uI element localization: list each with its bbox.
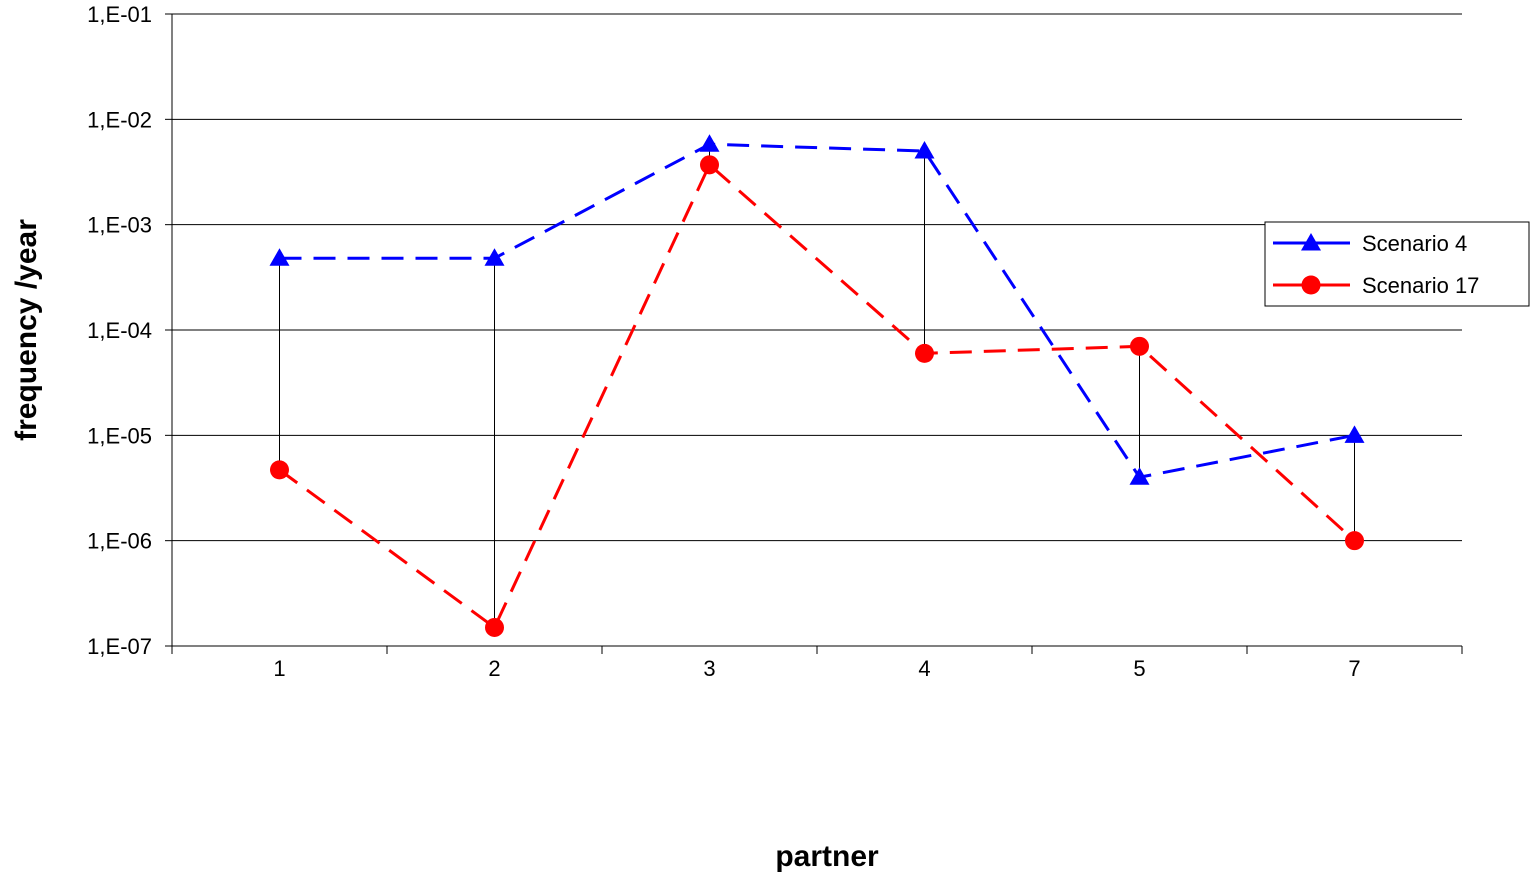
x-axis-title: partner <box>775 840 879 873</box>
legend-items: Scenario 4 Scenario 17 <box>1273 231 1479 298</box>
data-point <box>269 248 290 266</box>
data-point <box>484 248 505 266</box>
data-point <box>699 134 720 152</box>
x-tick-label: 1 <box>273 656 285 681</box>
legend-marker <box>1301 275 1321 295</box>
series-2 <box>270 155 1364 637</box>
series-line <box>278 162 1356 630</box>
y-tick-label: 1,E-04 <box>87 318 152 343</box>
y-tick-label: 1,E-02 <box>87 107 152 132</box>
y-tick-label: 1,E-07 <box>87 634 152 659</box>
data-point <box>1345 531 1364 551</box>
data-point <box>485 617 504 637</box>
data-point <box>915 343 934 363</box>
legend-label: Scenario 4 <box>1362 231 1467 256</box>
legend: Scenario 4 Scenario 17 <box>1264 221 1530 307</box>
x-tick-label: 7 <box>1348 656 1360 681</box>
legend-item: Scenario 4 <box>1273 231 1467 256</box>
drop-lines <box>279 144 1355 628</box>
series-layer <box>269 134 1365 637</box>
y-tick-label: 1,E-01 <box>87 2 152 27</box>
y-tick-label: 1,E-06 <box>87 529 152 554</box>
data-point <box>700 155 719 175</box>
data-point <box>270 460 289 480</box>
data-point <box>1130 336 1149 356</box>
axes-layer <box>165 13 1463 654</box>
x-tick-label: 4 <box>918 656 930 681</box>
y-tick-label: 1,E-03 <box>87 213 152 238</box>
data-point <box>1129 467 1150 485</box>
x-tick-label: 2 <box>488 656 500 681</box>
tick-labels: 1,E-07 1,E-06 1,E-05 1,E-04 1,E-03 1,E-02 1,E-… <box>87 2 1360 681</box>
data-point <box>1344 425 1365 443</box>
x-tick-label: 5 <box>1133 656 1145 681</box>
y-tick-label: 1,E-05 <box>87 423 152 448</box>
y-axis-title: frequency /year <box>10 219 43 441</box>
data-point <box>914 141 935 159</box>
grid-layer <box>172 13 1462 647</box>
x-tick-label: 3 <box>703 656 715 681</box>
legend-marker <box>1301 233 1321 251</box>
series-line <box>279 142 1355 479</box>
legend-label: Scenario 17 <box>1362 273 1479 298</box>
legend-item: Scenario 17 <box>1273 273 1479 298</box>
series-1 <box>269 134 1365 485</box>
